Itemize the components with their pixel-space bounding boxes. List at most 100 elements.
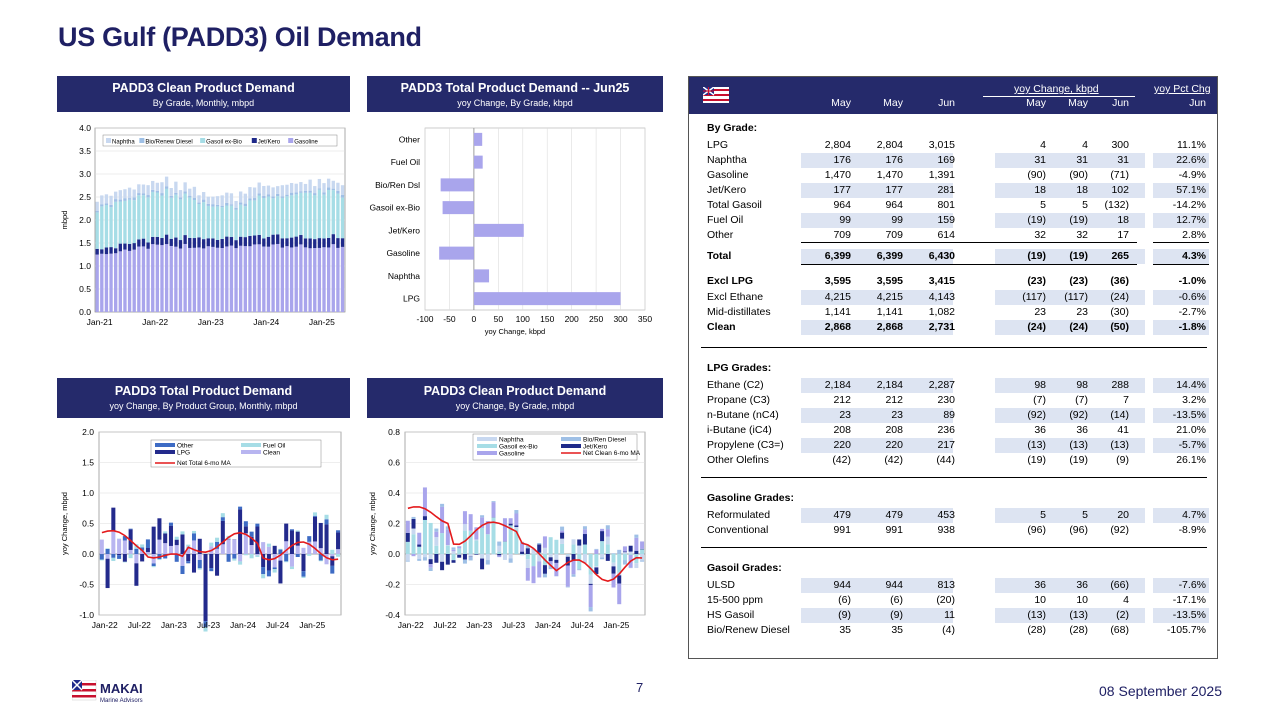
y-tick-label: 0.0 — [388, 549, 400, 559]
bar-segment — [243, 533, 248, 554]
bar-segment — [537, 554, 542, 562]
bar-segment — [474, 527, 479, 540]
row-label: i-Butane (iC4) — [707, 424, 772, 436]
bar-segment — [280, 238, 285, 248]
bar-segment — [322, 194, 326, 239]
bar-segment — [157, 559, 162, 561]
bar-segment — [480, 517, 485, 528]
bar-segment — [248, 246, 252, 312]
bar-segment — [525, 548, 530, 554]
bar-segment — [445, 545, 450, 554]
bar-segment — [248, 235, 252, 247]
row-label: ULSD — [707, 579, 736, 591]
legend: Other Fuel Oil LPG Clean Net Total 6-mo MA — [150, 439, 322, 468]
row-value: 813 — [937, 579, 955, 591]
row-value: (19) — [1027, 214, 1046, 226]
bar-segment — [141, 193, 146, 196]
row-value: -13.5% — [1172, 409, 1206, 421]
row-value: (117) — [1064, 291, 1088, 303]
bar-segment — [239, 191, 243, 203]
bar-segment — [605, 544, 610, 554]
bar-segment — [239, 202, 243, 205]
bar-segment — [611, 566, 616, 574]
bar-segment — [243, 554, 248, 556]
bar-segment — [445, 544, 450, 546]
bar-segment — [445, 526, 450, 530]
bar-segment — [582, 534, 587, 545]
x-tick-label: Jan-23 — [198, 317, 224, 327]
bar-segment — [117, 554, 122, 556]
bar-segment — [128, 549, 133, 554]
row-shade — [801, 408, 953, 423]
bar-segment — [548, 564, 553, 570]
row-value: 23 — [1034, 306, 1046, 318]
row-value: 2,804 — [876, 139, 903, 151]
chart-total-product-yoy-group: 2.0 1.5 1.0 0.5 0.0 -0.5 -1.0 yoy Change, mbpd J… — [60, 427, 342, 632]
bar-segment — [284, 523, 289, 542]
bar-segment — [232, 558, 237, 561]
y-tick-label: -1.0 — [79, 610, 94, 620]
report-date: 08 September 2025 — [1099, 683, 1222, 699]
bar-segment — [157, 539, 162, 554]
bar-segment — [197, 247, 201, 312]
bar-segment — [252, 200, 257, 236]
bar-segment — [276, 243, 280, 312]
row-value: (30) — [1110, 306, 1129, 318]
row-value: 3,595 — [824, 275, 851, 287]
row-label: n-Butane (nC4) — [707, 409, 779, 421]
ma-line — [407, 506, 643, 582]
bar-segment — [168, 525, 173, 546]
bar-segment — [622, 560, 627, 565]
y-axis-label: mbpd — [60, 211, 69, 230]
bar-segment — [434, 554, 439, 563]
panel3-header: PADD3 Total Product Demand yoy Change, B… — [57, 378, 350, 418]
bar-segment — [109, 247, 113, 254]
bar-segment — [336, 532, 341, 550]
bar-segment — [411, 518, 416, 529]
bar-segment — [100, 253, 104, 312]
row-value: (19) — [1069, 250, 1088, 262]
bar-segment — [160, 238, 164, 246]
bar-segment — [197, 202, 201, 204]
bar-segment — [201, 202, 206, 240]
row-label: Excl Ethane — [707, 291, 764, 303]
x-tick-label: Jul-22 — [433, 620, 456, 630]
row-shade — [801, 213, 953, 228]
category-label: Naphtha — [388, 271, 420, 281]
bar-segment — [289, 554, 294, 567]
bar-segment — [99, 554, 104, 560]
bar-segment — [622, 554, 627, 561]
bar-segment — [548, 554, 553, 558]
row-value: (96) — [1069, 524, 1088, 536]
header-group-yoy: yoy Change, kbpd — [1014, 83, 1099, 95]
legend-label: Naphtha — [112, 140, 135, 146]
legend-label: Bio/Renew Diesel — [145, 140, 192, 146]
bar-segment — [331, 188, 335, 191]
row-value: -5.7% — [1178, 439, 1206, 451]
bar-segment — [525, 567, 530, 581]
bar-segment — [571, 539, 576, 545]
bar-segment — [141, 246, 146, 312]
bar-segment — [266, 196, 271, 237]
row-label: Bio/Renew Diesel — [707, 624, 790, 636]
bar-segment — [266, 543, 271, 547]
row-value: 17 — [1117, 229, 1129, 241]
row-value: 1,141 — [824, 306, 851, 318]
bar-segment — [600, 557, 605, 560]
bar-segment — [261, 567, 266, 575]
bar-segment — [560, 532, 565, 539]
panel4-title: PADD3 Clean Product Demand — [423, 384, 607, 398]
bar-segment — [163, 531, 168, 534]
bar-segment — [262, 185, 266, 196]
table-row: Other 709 709 614 32 32 17 2.8% — [701, 228, 1207, 243]
y-tick-label: 4.0 — [79, 123, 91, 133]
bar-segment — [336, 190, 340, 194]
bar-segment — [457, 546, 462, 548]
bar-segment — [324, 554, 329, 565]
row-value: 2,804 — [824, 139, 851, 151]
row-value: 169 — [937, 154, 955, 166]
bar-segment — [571, 554, 576, 561]
bar-segment — [571, 560, 576, 575]
table-row: Propane (C3) 212 212 230 (7) (7) 7 3.2% — [701, 393, 1207, 408]
bar-segment — [317, 188, 322, 190]
